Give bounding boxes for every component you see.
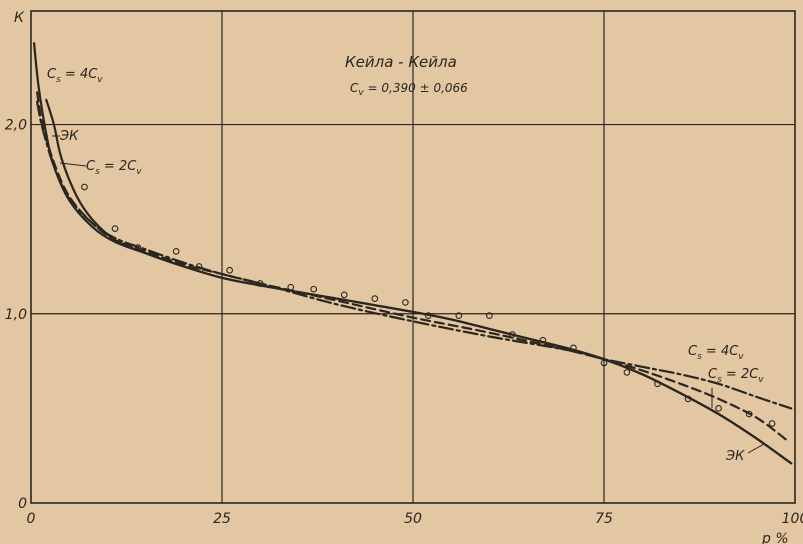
annotation-cs4cv-right: Cs = 4Cv <box>688 344 744 362</box>
observation-point <box>684 395 692 403</box>
x-tick-label: 25 <box>213 511 231 527</box>
observation-point <box>654 380 661 388</box>
observation-point <box>81 183 88 191</box>
observation-point <box>570 344 577 352</box>
annotation-cs2cv-right: Cs = 2Cv <box>708 367 764 385</box>
series-line-3 <box>36 91 789 442</box>
observation-point <box>371 295 379 302</box>
observation-point <box>134 244 142 251</box>
observation-point <box>111 225 119 232</box>
observation-point <box>539 336 547 344</box>
observation-point <box>486 312 493 320</box>
observation-point <box>600 359 608 367</box>
annotation-cs4cv-left: Cs = 4Cv <box>47 67 103 85</box>
observation-point <box>287 283 295 291</box>
observation-point <box>745 410 753 418</box>
observation-point <box>256 280 264 287</box>
series-line-4 <box>36 100 793 410</box>
observations-layer <box>81 183 776 427</box>
y-tick-label: 0 <box>18 496 27 512</box>
observation-point <box>768 420 776 427</box>
y-axis-label: К <box>14 10 25 26</box>
annotation-leader-cs2cv-left <box>59 162 87 167</box>
y-tick-label: 2,0 <box>5 118 27 134</box>
observation-point <box>310 285 318 293</box>
observation-point <box>424 312 432 320</box>
y-tick-label: 1,0 <box>5 307 27 323</box>
observation-point <box>623 369 631 376</box>
observation-point <box>455 312 463 320</box>
observation-point <box>508 331 516 338</box>
x-tick-label: 100 <box>782 511 803 527</box>
annotation-ek-left: ЭК <box>59 129 79 144</box>
observation-point <box>340 291 348 299</box>
observation-point <box>172 247 180 255</box>
grid-layer <box>30 10 796 504</box>
x-tick-label: 0 <box>27 511 36 527</box>
chart-subtitle: Cv = 0,390 ± 0,066 <box>350 81 468 98</box>
observation-point <box>195 263 203 270</box>
observation-point <box>715 405 722 412</box>
annotation-leader-ek-right <box>747 443 765 454</box>
x-tick-label: 50 <box>404 511 422 527</box>
annotation-cs2cv-left: Cs = 2Cv <box>86 159 142 177</box>
annotation-ek-right: ЭК <box>725 449 745 464</box>
x-axis-label: p % <box>761 531 789 544</box>
tick-labels-layer: 0 25 50 75 100 0 1,0 2,0 <box>5 118 803 527</box>
observation-point <box>226 266 233 274</box>
series-line-2 <box>45 98 793 465</box>
chart-title: Кейла - Кейла <box>345 53 457 71</box>
observation-point <box>402 299 409 306</box>
x-tick-label: 75 <box>595 511 613 527</box>
